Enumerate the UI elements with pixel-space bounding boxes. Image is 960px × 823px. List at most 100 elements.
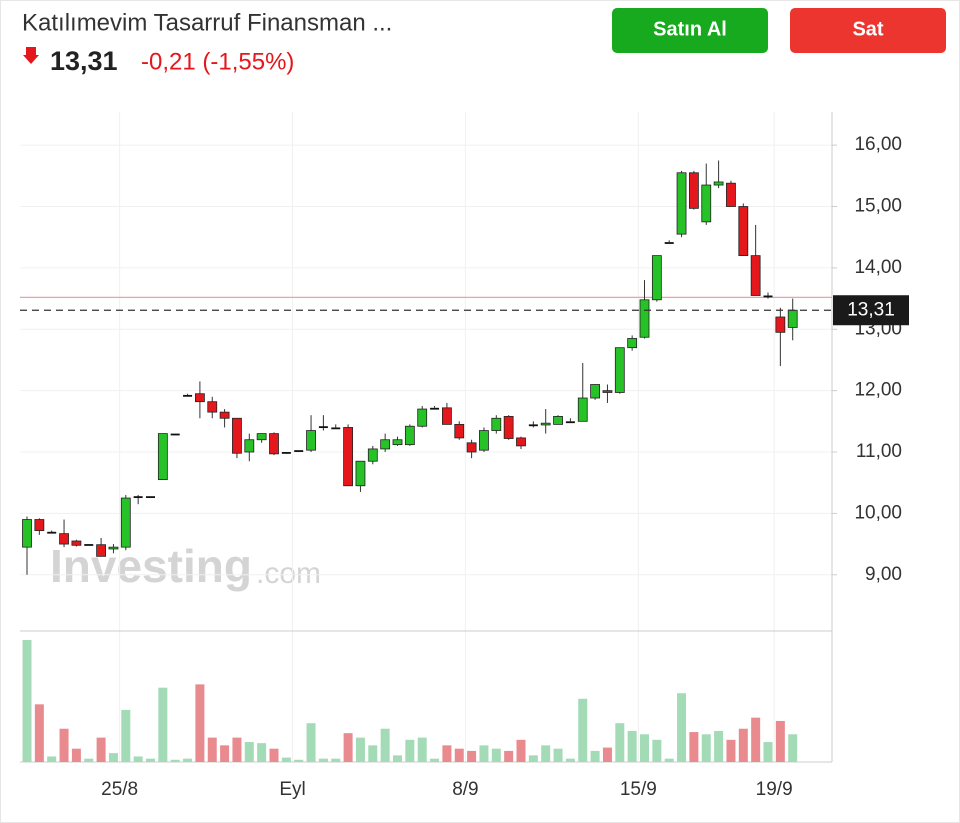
candle-body — [183, 394, 193, 397]
volume-bar — [541, 745, 551, 762]
x-tick-label: 19/9 — [756, 779, 793, 800]
volume-bar — [763, 742, 773, 762]
down-arrow — [23, 47, 39, 64]
volume-bar — [627, 730, 637, 762]
candle-body — [194, 393, 205, 403]
volume-bar — [355, 737, 365, 762]
candle-body — [590, 384, 600, 399]
volume-bar — [195, 684, 205, 762]
candle-body — [491, 417, 502, 431]
volume-bar — [565, 758, 575, 762]
candle-body — [207, 401, 218, 413]
volume-bar — [726, 739, 736, 762]
x-tick-label: 25/8 — [101, 779, 138, 800]
candle-body — [614, 347, 625, 393]
y-tick-label: 15,00 — [854, 196, 902, 217]
volume-bar — [59, 728, 69, 762]
candle-body — [479, 430, 489, 451]
candle-body — [380, 439, 391, 450]
candle-body — [269, 433, 279, 455]
volume-bar — [133, 756, 143, 762]
candle-body — [651, 255, 662, 301]
x-tick-label: 15/9 — [620, 779, 657, 800]
volume-bar — [220, 745, 230, 762]
candle-body — [565, 421, 575, 424]
candle-body — [602, 390, 613, 393]
candle-body — [466, 442, 477, 453]
candle-body — [528, 424, 538, 427]
candle-body — [577, 397, 588, 422]
volume-bar — [689, 732, 699, 762]
candle-body — [306, 430, 316, 451]
volume-bar — [343, 733, 353, 762]
volume-bar — [232, 737, 242, 762]
volume-bar — [775, 720, 785, 762]
watermark-suffix: .com — [256, 557, 321, 590]
volume-bar — [84, 758, 94, 762]
volume-bar — [146, 758, 155, 762]
candle-body — [170, 433, 180, 436]
candle-body — [713, 181, 724, 186]
volume-bar — [34, 704, 44, 762]
candle-body — [454, 423, 465, 439]
candle-body — [664, 242, 674, 244]
volume-bar — [751, 717, 761, 762]
candle-body — [343, 427, 354, 487]
buy-button-label[interactable]: Satın Al — [653, 18, 727, 40]
candle-body — [22, 519, 32, 548]
volume-bar — [479, 745, 489, 762]
candle-body — [331, 427, 341, 430]
candle-body — [281, 452, 291, 454]
volume-bar — [207, 737, 217, 762]
volume-bar — [368, 745, 378, 762]
candle-body — [787, 309, 798, 328]
candle-body — [430, 407, 440, 410]
volume-bar — [578, 698, 588, 762]
volume-bar — [158, 687, 168, 762]
volume-bar — [430, 758, 440, 762]
x-tick-label: Eyl — [279, 779, 305, 800]
sell-button-bg[interactable] — [790, 8, 946, 53]
price-change: -0,21 (-1,55%) — [141, 48, 294, 75]
y-tick-label: 9,00 — [865, 564, 902, 585]
volume-bar — [738, 728, 748, 762]
candle-body — [367, 448, 378, 462]
volume-bar — [170, 759, 180, 762]
buy-button-bg[interactable] — [612, 8, 768, 53]
candle-body — [355, 460, 366, 487]
volume-bar — [467, 750, 477, 762]
candle-body — [726, 182, 736, 207]
volume-bar — [318, 758, 328, 762]
sell-button[interactable]: Sat — [790, 8, 946, 53]
volume-bar — [504, 750, 514, 762]
last-price-box — [833, 295, 909, 326]
candle-body — [392, 439, 403, 446]
candle-body — [503, 416, 514, 439]
buy-button[interactable]: Satın Al — [612, 8, 768, 53]
candle-body — [689, 172, 699, 209]
candle-body — [232, 417, 242, 454]
candle-body — [146, 496, 155, 499]
candle-body — [516, 437, 526, 447]
sell-button-label[interactable]: Sat — [852, 18, 883, 40]
volume-bar — [417, 737, 427, 762]
candle-body — [294, 450, 304, 452]
candle-body — [627, 338, 638, 349]
candle-body — [404, 425, 415, 446]
candle-body — [108, 546, 119, 550]
candle-body — [318, 426, 328, 429]
candle-body — [219, 411, 230, 419]
volume-bar — [306, 723, 316, 762]
volume-bar — [393, 755, 402, 762]
volume-bar — [442, 745, 452, 762]
volume-bar — [640, 734, 649, 762]
volume-bar — [553, 748, 563, 762]
volume-bar — [528, 755, 538, 762]
candle-body — [775, 316, 786, 333]
candle-body — [417, 408, 428, 427]
candle-body — [120, 497, 131, 548]
candle-body — [157, 433, 168, 481]
